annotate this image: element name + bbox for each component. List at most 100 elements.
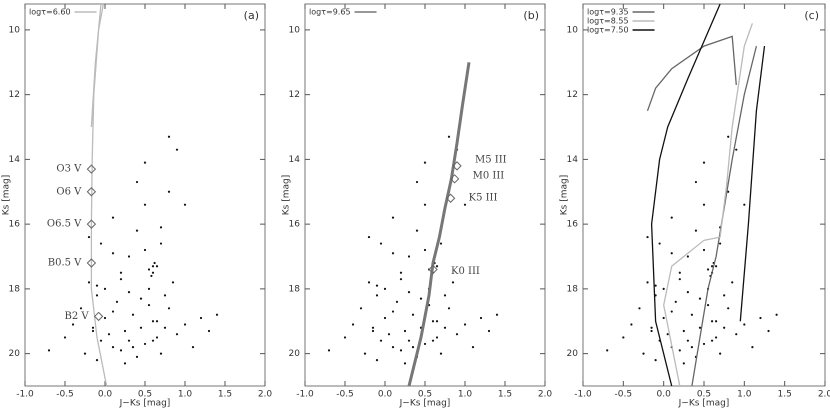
star-point (662, 287, 665, 290)
star-point (702, 342, 706, 346)
star-point (411, 313, 415, 316)
star-point (735, 333, 738, 336)
star-point (710, 320, 714, 323)
star-point (678, 278, 681, 281)
star-point (431, 320, 435, 323)
star-point (447, 135, 451, 138)
panel-label: (b) (523, 9, 539, 22)
star-point (155, 336, 159, 339)
star-point (71, 323, 75, 326)
star-point (403, 362, 407, 365)
star-point (163, 294, 167, 297)
star-point (371, 326, 375, 329)
star-point (91, 329, 95, 333)
annotation: O3 V (56, 164, 82, 175)
x-tick-label: 1.0 (737, 390, 752, 400)
legend-label: logτ=9.35 (587, 8, 629, 17)
diamond-marker (445, 193, 456, 203)
star-point (706, 303, 710, 307)
star-point (447, 307, 451, 310)
star-point (670, 252, 673, 255)
star-point (103, 287, 107, 290)
star-point (139, 297, 143, 300)
star-point (686, 339, 689, 342)
star-point (682, 329, 685, 333)
star-point (727, 135, 730, 138)
star-point (111, 310, 115, 313)
star-point (131, 346, 135, 349)
star-point (715, 336, 718, 339)
star-point (702, 203, 706, 206)
star-point (131, 313, 135, 316)
star-point (123, 329, 127, 333)
plot-frame (304, 3, 546, 387)
star-point (642, 352, 645, 355)
star-point (111, 252, 115, 255)
y-tick-label: 18 (289, 284, 301, 294)
star-point (191, 346, 195, 349)
y-tick-label: 12 (567, 90, 578, 100)
star-point (63, 336, 67, 339)
star-point (163, 326, 167, 329)
star-point (495, 313, 499, 316)
star-point (395, 300, 399, 303)
star-point (399, 278, 403, 281)
y-tick-label: 14 (567, 155, 579, 165)
x-tick-label: 2.0 (818, 390, 830, 400)
star-point (95, 294, 99, 297)
star-point (159, 226, 163, 229)
star-point (143, 342, 147, 346)
star-point (343, 336, 347, 339)
star-point (399, 271, 403, 274)
star-point (403, 329, 407, 333)
star-point (435, 265, 439, 268)
x-tick-label: 1.5 (218, 390, 232, 400)
panel-label: (c) (804, 9, 819, 22)
diamond-marker (449, 174, 460, 184)
annotation: M5 III (475, 154, 507, 165)
star-point (682, 362, 685, 365)
star-point (686, 255, 689, 258)
x-tick-label: -1.0 (16, 390, 34, 400)
star-point (415, 229, 419, 232)
star-point (47, 349, 51, 352)
star-point (351, 323, 355, 326)
star-point (423, 248, 427, 252)
y-tick-label: 14 (289, 155, 301, 165)
x-tick-label: -1.0 (296, 390, 314, 400)
star-point (379, 339, 383, 342)
x-tick-label: -1.0 (574, 390, 592, 400)
star-point (670, 310, 673, 313)
star-point (91, 326, 95, 329)
x-tick-label: 0.5 (418, 390, 432, 400)
star-point (710, 339, 714, 342)
star-point (115, 300, 119, 303)
star-point (99, 339, 103, 342)
star-point (727, 190, 730, 193)
star-point (375, 284, 379, 287)
x-tick-label: 0.5 (697, 390, 711, 400)
x-tick-label: 2.0 (258, 390, 273, 400)
diamond-marker (452, 161, 462, 171)
star-point (119, 278, 123, 281)
star-point (715, 320, 718, 323)
panel-label: (a) (244, 9, 259, 22)
star-point (431, 339, 435, 342)
star-point (654, 359, 657, 362)
star-point (407, 291, 411, 294)
star-point (95, 284, 99, 287)
legend-label: logτ=8.55 (587, 17, 629, 26)
star-point (391, 216, 395, 219)
legend-label: logτ=7.50 (587, 26, 629, 35)
star-point (662, 316, 665, 320)
star-point (127, 255, 131, 258)
diamond-marker (86, 164, 97, 174)
diamond-marker (86, 187, 97, 197)
star-point (147, 303, 151, 307)
x-tick-label: 1.0 (178, 390, 193, 400)
star-point (119, 349, 123, 352)
star-point (694, 229, 698, 232)
star-point (439, 352, 443, 355)
star-point (151, 339, 155, 342)
star-point (135, 180, 139, 184)
